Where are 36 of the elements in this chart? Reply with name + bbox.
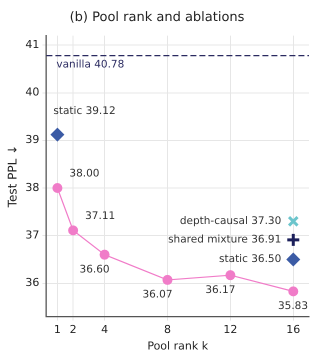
x-tick-label: 1 bbox=[54, 323, 61, 336]
point bbox=[288, 286, 298, 296]
y-tick-label: 40 bbox=[25, 86, 40, 99]
y-tick-label: 41 bbox=[25, 38, 40, 51]
point bbox=[286, 232, 301, 248]
point bbox=[52, 183, 62, 194]
x-tick-label: 2 bbox=[70, 323, 77, 336]
ref-line-label: vanilla 40.78 bbox=[56, 58, 124, 71]
data-label: 38.00 bbox=[69, 168, 100, 180]
x-tick-label: 4 bbox=[101, 323, 108, 336]
x-tick-label: 16 bbox=[286, 323, 300, 336]
data-label: 35.83 bbox=[278, 300, 308, 312]
point bbox=[225, 270, 236, 280]
data-label: shared mixture 36.91 bbox=[168, 234, 282, 246]
data-label: static 36.50 bbox=[219, 253, 282, 266]
y-tick-label: 37 bbox=[25, 228, 40, 242]
data-label: 36.17 bbox=[205, 284, 236, 296]
data-label: static 39.12 bbox=[53, 105, 116, 118]
point bbox=[286, 252, 300, 266]
point bbox=[68, 225, 78, 236]
point bbox=[50, 128, 64, 142]
x-tick-label: 8 bbox=[164, 323, 171, 336]
y-axis-title: Test PPL ↓ bbox=[5, 144, 20, 208]
point bbox=[288, 216, 300, 228]
y-tick-label: 38 bbox=[25, 180, 40, 194]
y-tick-label: 36 bbox=[25, 276, 40, 290]
point bbox=[162, 274, 172, 285]
x-tick-label: 12 bbox=[223, 323, 238, 336]
y-tick-label: 39 bbox=[25, 133, 40, 146]
point bbox=[100, 250, 110, 260]
data-label: depth-causal 37.30 bbox=[180, 215, 282, 228]
x-axis-title: Pool rank k bbox=[147, 339, 209, 352]
data-label: 36.60 bbox=[80, 263, 110, 276]
chart-title: (b) Pool rank and ablations bbox=[70, 10, 245, 26]
data-label: 37.11 bbox=[85, 210, 116, 222]
data-label: 36.07 bbox=[142, 288, 173, 301]
